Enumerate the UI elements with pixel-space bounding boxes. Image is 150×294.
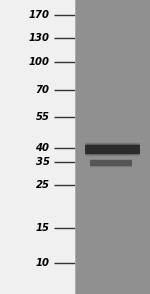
Text: 40: 40 (36, 143, 50, 153)
Text: 15: 15 (36, 223, 50, 233)
Bar (90, 160, 132, 167)
Bar (85, 145, 140, 154)
Text: 130: 130 (28, 33, 50, 43)
Bar (90, 159, 132, 168)
Text: 25: 25 (36, 180, 50, 190)
FancyBboxPatch shape (85, 144, 140, 154)
FancyBboxPatch shape (85, 143, 140, 156)
Text: 35: 35 (36, 157, 50, 167)
Text: 10: 10 (36, 258, 50, 268)
Bar (75, 0, 150, 294)
Bar (90, 160, 132, 166)
Text: 100: 100 (28, 57, 50, 67)
FancyBboxPatch shape (85, 145, 140, 154)
Text: 70: 70 (36, 85, 50, 95)
FancyBboxPatch shape (85, 144, 140, 155)
FancyBboxPatch shape (85, 143, 140, 156)
Bar (90, 159, 132, 167)
Bar (0, 0, 75, 294)
Text: 55: 55 (36, 112, 50, 122)
Text: 170: 170 (28, 10, 50, 20)
Bar (90, 160, 132, 166)
